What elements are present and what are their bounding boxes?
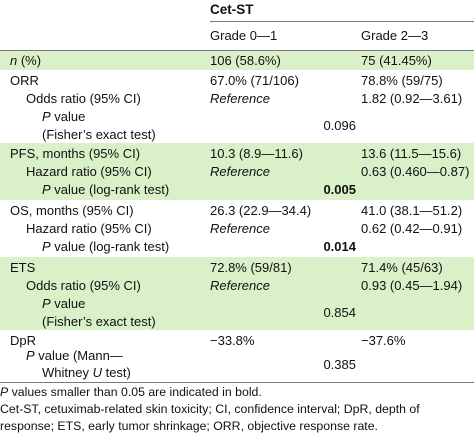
table-row: P value (log-rank test) 0.014 <box>0 237 474 256</box>
row-label: ORR <box>10 73 39 88</box>
table-row: Whitney U test) <box>0 363 474 382</box>
row-label: Hazard ratio (95% CI) <box>26 221 152 236</box>
header-rule <box>210 21 474 22</box>
table-header: Cet-ST Grade 0—1 Grade 2—3 <box>0 0 474 51</box>
row-label: n (%) <box>10 53 42 68</box>
p-value: 0.096 <box>323 118 356 133</box>
grade-a-value: 67.0% (71/106) <box>210 73 299 88</box>
bold-note: P values smaller than 0.05 are indicated… <box>0 385 262 399</box>
grade-b-value: 71.4% (45/63) <box>361 260 443 275</box>
table-row: PFS, months (95% CI) 10.3 (8.9—11.6) 13.… <box>0 144 474 163</box>
table-row: Odds ratio (95% CI) Reference 0.93 (0.45… <box>0 276 474 295</box>
grade-a-value: 26.3 (22.9—34.4) <box>210 203 312 218</box>
table-row: P value 0.096 <box>0 107 474 133</box>
row-label: (Fisher’s exact test) <box>42 127 156 142</box>
row-label: P value <box>42 109 86 124</box>
row-label: ETS <box>10 260 36 275</box>
section-ets: ETS 72.8% (59/81) 71.4% (45/63) Odds rat… <box>0 257 474 330</box>
grade-a-value: −33.8% <box>210 333 255 348</box>
grade-a-header: Grade 0—1 <box>210 28 278 43</box>
table-row: DpR −33.8% −37.6% <box>0 331 474 350</box>
table-row: ORR 67.0% (71/106) 78.8% (59/75) <box>0 71 474 90</box>
row-label: Whitney U test) <box>42 365 131 380</box>
grade-b-header: Grade 2—3 <box>361 28 429 43</box>
table-row: n (%) 106 (58.6%) 75 (41.45%) <box>0 51 474 70</box>
row-label: P value (log-rank test) <box>42 182 170 197</box>
grade-b-value: 41.0 (38.1—51.2) <box>361 203 463 218</box>
grade-a-value: Reference <box>210 278 270 293</box>
table-row: Hazard ratio (95% CI) Reference 0.62 (0.… <box>0 219 474 238</box>
row-label: DpR <box>10 333 37 348</box>
table-row: P value (log-rank test) 0.005 <box>0 180 474 199</box>
grade-a-value: Reference <box>210 221 270 236</box>
section-os: OS, months (95% CI) 26.3 (22.9—34.4) 41.… <box>0 200 474 257</box>
table-row: P value (Mann— 0.385 <box>0 346 474 372</box>
grade-b-value: 0.63 (0.460—0.87) <box>361 164 470 179</box>
section-pfs: PFS, months (95% CI) 10.3 (8.9—11.6) 13.… <box>0 143 474 200</box>
p-value: 0.005 <box>323 182 356 197</box>
section-n: n (%) 106 (58.6%) 75 (41.45%) <box>0 51 474 70</box>
row-label: P value (Mann— <box>26 348 123 363</box>
row-label: P value <box>42 296 86 311</box>
table-row: (Fisher’s exact test) <box>0 125 474 144</box>
row-label: PFS, months (95% CI) <box>10 146 141 161</box>
table-row: (Fisher’s exact test) <box>0 312 474 331</box>
table-footnote: P values smaller than 0.05 are indicated… <box>0 384 474 435</box>
grade-a-value: 72.8% (59/81) <box>210 260 292 275</box>
grade-b-value: −37.6% <box>361 333 406 348</box>
grade-a-value: 106 (58.6%) <box>210 53 281 68</box>
p-value: 0.854 <box>323 305 356 320</box>
row-label: OS, months (95% CI) <box>10 203 134 218</box>
grade-b-value: 0.62 (0.42—0.91) <box>361 221 463 236</box>
row-label: Odds ratio (95% CI) <box>26 91 141 106</box>
grade-b-value: 78.8% (59/75) <box>361 73 443 88</box>
row-label: (Fisher’s exact test) <box>42 314 156 329</box>
section-orr: ORR 67.0% (71/106) 78.8% (59/75) Odds ra… <box>0 70 474 143</box>
row-label: P value (log-rank test) <box>42 239 170 254</box>
row-label: Odds ratio (95% CI) <box>26 278 141 293</box>
table-row: Hazard ratio (95% CI) Reference 0.63 (0.… <box>0 162 474 181</box>
group-title: Cet-ST <box>210 2 254 17</box>
p-value: 0.385 <box>323 357 356 372</box>
abbreviations-line-2: response; ETS, early tumor shrinkage; OR… <box>0 419 378 433</box>
row-label: Hazard ratio (95% CI) <box>26 164 152 179</box>
section-dpr: DpR −33.8% −37.6% P value (Mann— 0.385 W… <box>0 330 474 383</box>
p-value: 0.014 <box>323 239 356 254</box>
abbreviations-line-1: Cet-ST, cetuximab-related skin toxicity;… <box>0 402 420 416</box>
grade-a-value: Reference <box>210 91 270 106</box>
table-row: Odds ratio (95% CI) Reference 1.82 (0.92… <box>0 89 474 108</box>
grade-b-value: 75 (41.45%) <box>361 53 432 68</box>
grade-b-value: 0.93 (0.45—1.94) <box>361 278 463 293</box>
grade-a-value: 10.3 (8.9—11.6) <box>210 146 303 161</box>
table-row: P value 0.854 <box>0 294 474 320</box>
grade-a-value: Reference <box>210 164 270 179</box>
table-row: OS, months (95% CI) 26.3 (22.9—34.4) 41.… <box>0 201 474 220</box>
grade-b-value: 13.6 (11.5—15.6) <box>361 146 462 161</box>
grade-b-value: 1.82 (0.92—3.61) <box>361 91 463 106</box>
table-row: ETS 72.8% (59/81) 71.4% (45/63) <box>0 258 474 277</box>
